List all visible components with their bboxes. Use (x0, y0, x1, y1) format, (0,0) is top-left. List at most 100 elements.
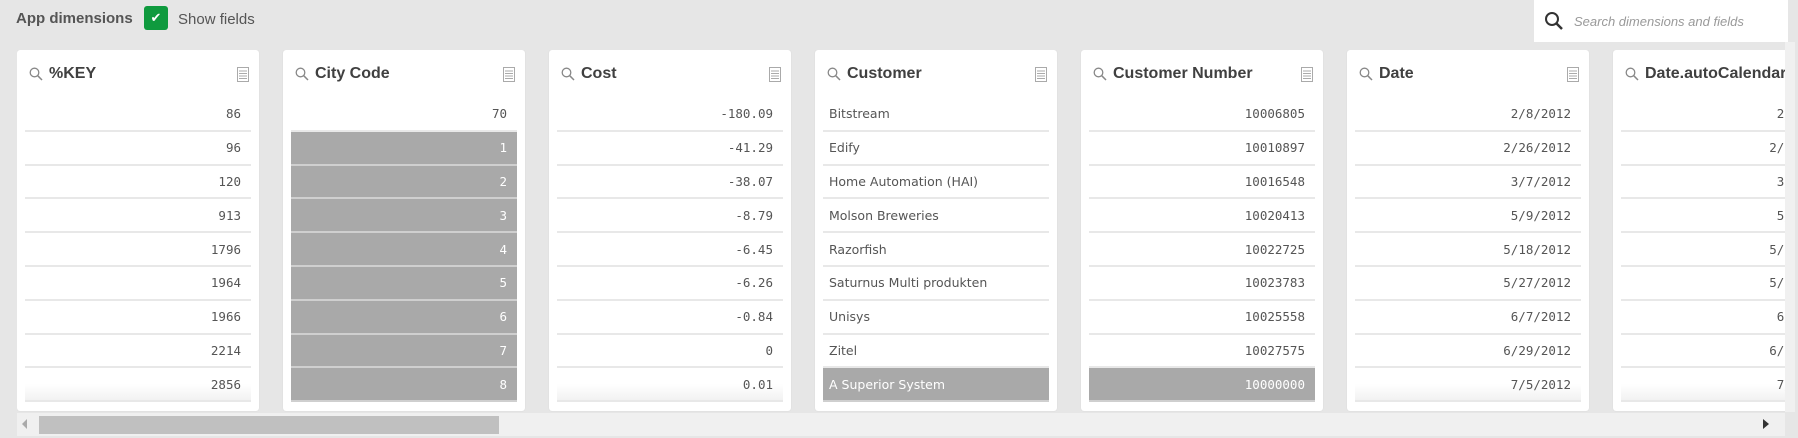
list-item[interactable]: 2/8/2012 (1621, 98, 1785, 132)
field-card[interactable]: Customer Number 10006805 10010897 10016548 1… (1081, 50, 1323, 411)
list-item[interactable]: 7/5/2012 (1355, 368, 1581, 403)
field-card[interactable]: Date 2/8/2012 2/26/2012 3/7/2012 5/9/2012 5/1… (1347, 50, 1589, 411)
list-item[interactable]: A Superior System (823, 368, 1049, 403)
list-icon[interactable] (237, 66, 249, 82)
show-fields-checkbox[interactable]: ✔ (144, 6, 168, 30)
list-item[interactable]: 10020413 (1089, 199, 1315, 234)
list-item[interactable]: -6.45 (557, 233, 783, 267)
list-item[interactable]: Saturnus Multi produkten (823, 267, 1049, 301)
list-item[interactable]: 0 (557, 335, 783, 369)
list-item[interactable]: 5/18/2012 (1355, 233, 1581, 267)
search-icon[interactable] (1359, 67, 1373, 81)
list-item[interactable]: 2 (291, 165, 517, 200)
scroll-right-icon[interactable] (1763, 419, 1769, 429)
list-icon[interactable] (1567, 66, 1579, 82)
list-item[interactable]: 5/27/2012 (1355, 267, 1581, 301)
scroll-left-icon[interactable] (22, 419, 27, 429)
list-item[interactable]: -6.26 (557, 267, 783, 301)
search-icon[interactable] (561, 67, 575, 81)
list-item[interactable]: 10023783 (1089, 267, 1315, 301)
value-list: 70 1 2 3 4 5 6 7 8 (283, 98, 525, 403)
search-icon[interactable] (29, 67, 43, 81)
list-item[interactable]: 913 (25, 199, 251, 234)
list-item[interactable]: 2/26/2012 (1621, 132, 1785, 166)
list-item[interactable]: Edify (823, 132, 1049, 166)
field-card[interactable]: Date.autoCalendar.Date 2/8/20122/26/20123… (1613, 50, 1785, 411)
show-fields-label[interactable]: Show fields (178, 11, 255, 28)
list-item[interactable]: 3/7/2012 (1355, 166, 1581, 200)
list-icon[interactable] (1301, 66, 1313, 82)
card-header: %KEY (17, 50, 259, 98)
search-icon[interactable] (1625, 67, 1639, 81)
field-card[interactable]: %KEY 86 96 120 913 1796 1964 1966 2214 2856 (17, 50, 259, 411)
list-item[interactable]: 7/5/2012 (1621, 368, 1785, 403)
search-input[interactable] (1574, 13, 1774, 29)
list-item[interactable]: Home Automation (HAI) (823, 166, 1049, 200)
list-item[interactable]: 10006805 (1089, 98, 1315, 132)
list-item[interactable]: 10010897 (1089, 132, 1315, 166)
list-item[interactable]: 3/7/2012 (1621, 166, 1785, 200)
list-item[interactable]: Razorfish (823, 233, 1049, 267)
list-item[interactable]: 10000000 (1089, 368, 1315, 403)
list-item[interactable]: 5/9/2012 (1355, 199, 1581, 234)
scroll-thumb[interactable] (39, 416, 499, 434)
list-icon[interactable] (1035, 66, 1047, 82)
list-item[interactable]: 6/7/2012 (1355, 301, 1581, 335)
field-name: Date (1379, 65, 1414, 82)
list-item[interactable]: 6/29/2012 (1621, 335, 1785, 369)
card-header: Customer Number (1081, 50, 1323, 98)
horizontal-scrollbar[interactable] (17, 413, 1785, 436)
field-name: City Code (315, 65, 390, 82)
list-item[interactable]: -180.09 (557, 98, 783, 132)
list-item[interactable]: 6/29/2012 (1355, 335, 1581, 369)
list-item[interactable]: -41.29 (557, 132, 783, 166)
list-item[interactable]: 6/7/2012 (1621, 301, 1785, 335)
value-list: 86 96 120 913 1796 1964 1966 2214 2856 (17, 98, 259, 403)
list-item[interactable]: 10025558 (1089, 301, 1315, 335)
field-card[interactable]: Cost -180.09 -41.29 -38.07 -8.79 -6.45 -6.26 -0… (549, 50, 791, 411)
list-item[interactable]: Zitel (823, 335, 1049, 369)
list-item[interactable]: 10022725 (1089, 233, 1315, 267)
list-item[interactable]: 1 (291, 131, 517, 166)
vertical-scrollbar[interactable] (1785, 42, 1795, 412)
list-item[interactable]: 0.01 (557, 368, 783, 403)
list-item[interactable]: 2/26/2012 (1355, 132, 1581, 166)
list-item[interactable]: 70 (291, 98, 517, 132)
list-item[interactable]: 1796 (25, 233, 251, 267)
list-icon[interactable] (503, 66, 515, 82)
list-item[interactable]: Bitstream (823, 98, 1049, 132)
list-item[interactable]: -38.07 (557, 166, 783, 200)
list-item[interactable]: 1964 (25, 267, 251, 301)
search-icon[interactable] (1093, 67, 1107, 81)
list-icon[interactable] (769, 66, 781, 82)
list-item[interactable]: 3 (291, 199, 517, 234)
search-icon[interactable] (295, 67, 309, 81)
list-item[interactable]: Unisys (823, 301, 1049, 335)
field-name: Customer Number (1113, 65, 1253, 82)
search-icon[interactable] (827, 67, 841, 81)
list-item[interactable]: -0.84 (557, 301, 783, 335)
list-item[interactable]: 86 (25, 98, 251, 132)
list-item[interactable]: 96 (25, 132, 251, 166)
list-item[interactable]: 5 (291, 266, 517, 301)
list-item[interactable]: 5/27/2012 (1621, 267, 1785, 301)
list-item[interactable]: 2856 (25, 368, 251, 403)
list-item[interactable]: Molson Breweries (823, 199, 1049, 234)
list-item[interactable]: 7 (291, 334, 517, 369)
list-item[interactable]: 6 (291, 300, 517, 335)
list-item[interactable]: 4 (291, 233, 517, 267)
search-box[interactable] (1534, 0, 1788, 42)
list-item[interactable]: 5/18/2012 (1621, 233, 1785, 267)
field-card[interactable]: Customer Bitstream Edify Home Automation (H… (815, 50, 1057, 411)
card-header: Customer (815, 50, 1057, 98)
list-item[interactable]: -8.79 (557, 199, 783, 234)
list-item[interactable]: 10016548 (1089, 166, 1315, 200)
field-card[interactable]: City Code 70 1 2 3 4 5 6 7 8 (283, 50, 525, 411)
list-item[interactable]: 120 (25, 166, 251, 200)
list-item[interactable]: 2/8/2012 (1355, 98, 1581, 132)
list-item[interactable]: 5/9/2012 (1621, 199, 1785, 234)
list-item[interactable]: 8 (291, 368, 517, 403)
list-item[interactable]: 10027575 (1089, 335, 1315, 369)
list-item[interactable]: 1966 (25, 301, 251, 335)
list-item[interactable]: 2214 (25, 335, 251, 369)
